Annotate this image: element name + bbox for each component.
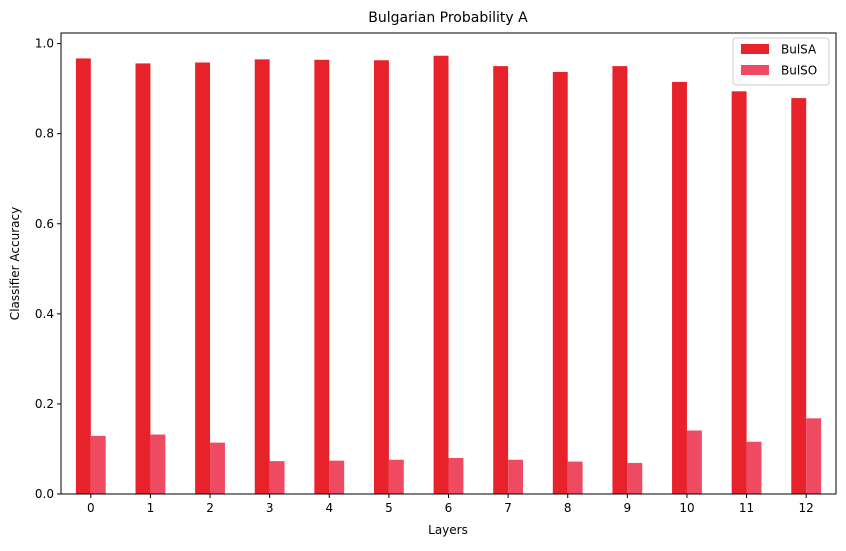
bar-bulso-1 <box>150 434 166 494</box>
x-tick-label: 7 <box>504 501 512 515</box>
x-tick-label: 8 <box>564 501 572 515</box>
bar-bulsa-5 <box>373 60 389 494</box>
x-tick-label: 11 <box>739 501 754 515</box>
bar-bulsa-10 <box>672 81 687 494</box>
y-tick-label: 0.0 <box>35 487 54 501</box>
x-tick-label: 5 <box>385 501 393 515</box>
bar-bulsa-3 <box>254 59 270 494</box>
y-tick-label: 1.0 <box>35 37 54 51</box>
bar-bulsa-8 <box>552 71 568 495</box>
bar-bulso-10 <box>686 430 702 494</box>
bar-bulsa-0 <box>75 58 91 495</box>
bar-bulso-5 <box>388 459 404 494</box>
bar-bulsa-6 <box>433 55 449 494</box>
x-tick-label: 2 <box>206 501 214 515</box>
bar-bulsa-2 <box>195 62 211 494</box>
x-tick-label: 4 <box>325 501 333 515</box>
bar-bulsa-9 <box>612 66 628 494</box>
bar-bulso-7 <box>508 459 524 494</box>
x-tick-label: 6 <box>445 501 453 515</box>
y-tick-label: 0.6 <box>35 217 54 231</box>
legend-label-bulso: BulSO <box>781 64 817 78</box>
x-axis-label: Layers <box>428 523 468 537</box>
x-tick-label: 12 <box>799 501 814 515</box>
bar-bulso-12 <box>806 418 822 494</box>
y-axis-label: Classifier Accuracy <box>8 207 22 320</box>
bar-bulso-6 <box>448 457 464 494</box>
x-tick-label: 0 <box>87 501 95 515</box>
x-tick-label: 3 <box>266 501 274 515</box>
x-tick-label: 10 <box>679 501 694 515</box>
bar-bulsa-1 <box>135 63 151 495</box>
legend-swatch-bulso <box>741 65 769 75</box>
legend-label-bulsa: BulSA <box>781 43 817 57</box>
bar-bulso-9 <box>627 462 643 494</box>
bar-bulsa-4 <box>314 59 330 494</box>
bar-bulso-3 <box>269 461 285 494</box>
bar-bulso-11 <box>746 441 762 494</box>
bar-bulso-8 <box>567 461 583 494</box>
chart-title: Bulgarian Probability A <box>368 10 528 26</box>
legend-swatch-bulsa <box>741 44 769 54</box>
x-tick-label: 9 <box>624 501 632 515</box>
bar-bulso-0 <box>90 435 106 494</box>
y-tick-label: 0.4 <box>35 307 54 321</box>
bar-bulsa-11 <box>731 91 747 495</box>
legend: BulSA BulSO <box>732 37 830 86</box>
y-tick-label: 0.8 <box>35 127 54 141</box>
bar-bulsa-12 <box>791 98 807 495</box>
y-tick-label: 0.2 <box>35 397 54 411</box>
bar-bulsa-7 <box>493 66 509 494</box>
bar-bulso-4 <box>329 460 345 494</box>
x-tick-label: 1 <box>147 501 155 515</box>
bar-bulso-2 <box>210 442 225 494</box>
